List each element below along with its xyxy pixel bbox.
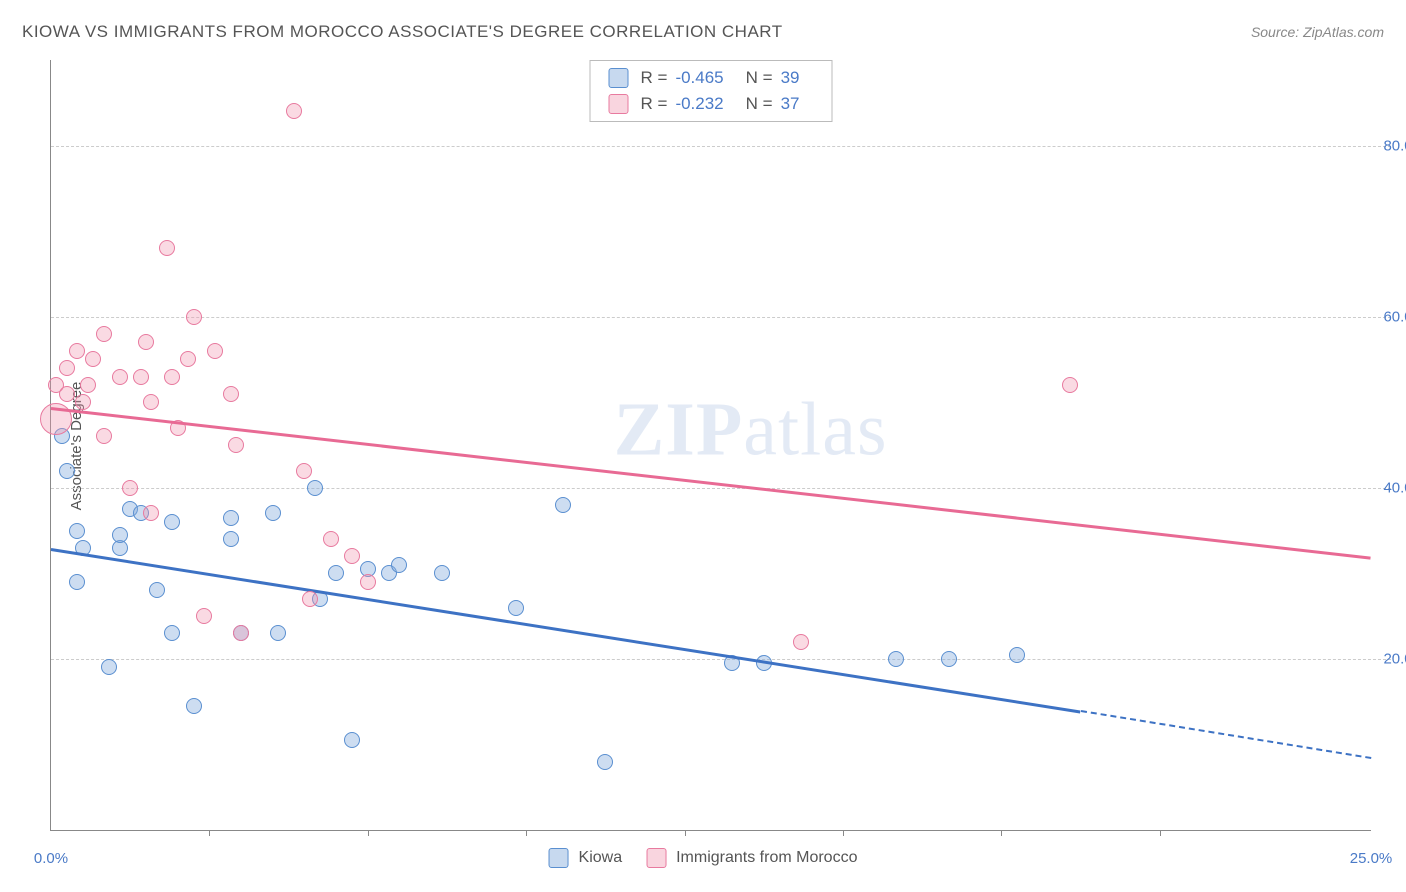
data-point — [143, 394, 159, 410]
x-tick-label: 25.0% — [1350, 850, 1393, 867]
data-point — [228, 437, 244, 453]
data-point — [223, 510, 239, 526]
x-tick — [843, 830, 844, 836]
legend-swatch — [609, 68, 629, 88]
x-tick — [526, 830, 527, 836]
data-point — [286, 103, 302, 119]
data-point — [888, 651, 904, 667]
data-point — [1009, 647, 1025, 663]
x-tick — [1160, 830, 1161, 836]
bottom-legend: Kiowa Immigrants from Morocco — [549, 842, 858, 874]
data-point — [149, 582, 165, 598]
n-label: N = — [746, 65, 773, 91]
data-point — [391, 557, 407, 573]
gridline — [51, 488, 1391, 489]
data-point — [59, 360, 75, 376]
data-point — [186, 309, 202, 325]
legend-swatch — [646, 848, 666, 868]
data-point — [1062, 377, 1078, 393]
y-tick-label: 20.0% — [1383, 650, 1406, 667]
data-point — [164, 625, 180, 641]
legend-swatch — [609, 94, 629, 114]
data-point — [323, 531, 339, 547]
y-tick-label: 60.0% — [1383, 308, 1406, 325]
data-point — [302, 591, 318, 607]
data-point — [164, 514, 180, 530]
y-tick-label: 40.0% — [1383, 479, 1406, 496]
gridline — [51, 317, 1391, 318]
data-point — [122, 480, 138, 496]
data-point — [59, 386, 75, 402]
chart-title: KIOWA VS IMMIGRANTS FROM MOROCCO ASSOCIA… — [22, 22, 783, 42]
data-point — [112, 527, 128, 543]
data-point — [328, 565, 344, 581]
data-point — [344, 732, 360, 748]
source-label: Source: ZipAtlas.com — [1251, 24, 1384, 40]
data-point — [59, 463, 75, 479]
data-point — [344, 548, 360, 564]
data-point — [96, 326, 112, 342]
trend-line — [1080, 710, 1371, 759]
data-point — [112, 369, 128, 385]
data-point — [69, 523, 85, 539]
x-tick-label: 0.0% — [34, 850, 68, 867]
data-point — [143, 505, 159, 521]
n-label: N = — [746, 91, 773, 117]
x-tick — [685, 830, 686, 836]
data-point — [434, 565, 450, 581]
r-label: R = — [641, 65, 668, 91]
data-point — [159, 240, 175, 256]
y-tick-label: 80.0% — [1383, 137, 1406, 154]
data-point — [223, 531, 239, 547]
legend-label: Kiowa — [579, 849, 623, 867]
data-point — [793, 634, 809, 650]
x-tick — [1001, 830, 1002, 836]
x-tick — [368, 830, 369, 836]
data-point — [597, 754, 613, 770]
gridline — [51, 146, 1391, 147]
data-point — [360, 574, 376, 590]
data-point — [223, 386, 239, 402]
data-point — [138, 334, 154, 350]
legend-label: Immigrants from Morocco — [676, 849, 857, 867]
stats-row: R = -0.465 N = 39 — [609, 65, 814, 91]
n-value: 37 — [781, 91, 800, 117]
legend-swatch — [549, 848, 569, 868]
data-point — [85, 351, 101, 367]
data-point — [69, 343, 85, 359]
data-point — [555, 497, 571, 513]
trend-line — [51, 548, 1081, 713]
data-point — [186, 698, 202, 714]
data-point — [96, 428, 112, 444]
n-value: 39 — [781, 65, 800, 91]
data-point — [508, 600, 524, 616]
data-point — [233, 625, 249, 641]
data-point — [941, 651, 957, 667]
data-point — [307, 480, 323, 496]
data-point — [133, 369, 149, 385]
data-point — [180, 351, 196, 367]
data-point — [196, 608, 212, 624]
r-value: -0.232 — [675, 91, 723, 117]
r-value: -0.465 — [675, 65, 723, 91]
r-label: R = — [641, 91, 668, 117]
data-point — [270, 625, 286, 641]
stats-row: R = -0.232 N = 37 — [609, 91, 814, 117]
legend-item: Immigrants from Morocco — [646, 848, 857, 868]
data-point — [75, 394, 91, 410]
data-point — [69, 574, 85, 590]
stats-box: R = -0.465 N = 39 R = -0.232 N = 37 — [590, 60, 833, 122]
gridline — [51, 659, 1391, 660]
data-point — [101, 659, 117, 675]
data-point — [296, 463, 312, 479]
data-point — [207, 343, 223, 359]
data-point — [265, 505, 281, 521]
trend-line — [51, 407, 1371, 559]
watermark: ZIPatlas — [614, 386, 888, 473]
data-point — [164, 369, 180, 385]
chart-area: ZIPatlas R =-0.465N =39R =-0.232N =37 20… — [50, 60, 1371, 831]
x-tick — [209, 830, 210, 836]
legend-item: Kiowa — [549, 848, 623, 868]
data-point — [80, 377, 96, 393]
